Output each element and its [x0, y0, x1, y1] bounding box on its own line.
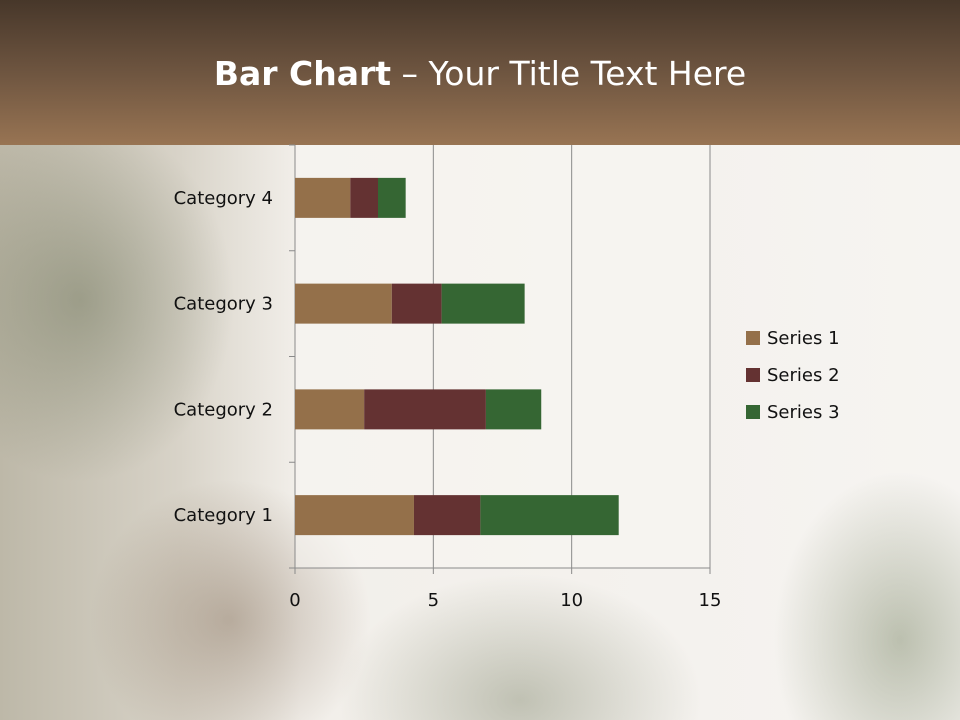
legend-label: Series 1: [767, 328, 840, 349]
legend-label: Series 3: [767, 402, 840, 423]
bar-segment: [480, 495, 619, 536]
category-label: Category 1: [174, 505, 273, 526]
legend-swatch: [746, 331, 760, 345]
bar-segment: [413, 495, 481, 536]
bar-segment: [378, 177, 406, 218]
bar-segment: [295, 495, 414, 536]
bar-segment: [295, 177, 351, 218]
title-bar: Bar Chart – Your Title Text Here: [0, 0, 960, 145]
bar-segment: [350, 177, 378, 218]
bar-segment: [441, 283, 525, 324]
category-label: Category 3: [174, 294, 273, 315]
x-tick-label: 0: [289, 590, 300, 611]
slide-title: Bar Chart – Your Title Text Here: [0, 54, 960, 93]
category-label: Category 2: [174, 399, 273, 420]
bar-segment: [391, 283, 442, 324]
bar-segment: [485, 389, 542, 430]
legend-swatch: [746, 368, 760, 382]
legend-swatch: [746, 405, 760, 419]
x-tick-label: 10: [560, 590, 583, 611]
bar-segment: [364, 389, 486, 430]
bar-segment: [295, 283, 392, 324]
x-tick-label: 15: [699, 590, 722, 611]
title-rest: – Your Title Text Here: [391, 54, 747, 93]
bar-segment: [295, 389, 365, 430]
title-bold: Bar Chart: [213, 54, 392, 93]
legend-label: Series 2: [767, 365, 840, 386]
category-label: Category 4: [174, 188, 273, 209]
x-tick-label: 5: [428, 590, 439, 611]
